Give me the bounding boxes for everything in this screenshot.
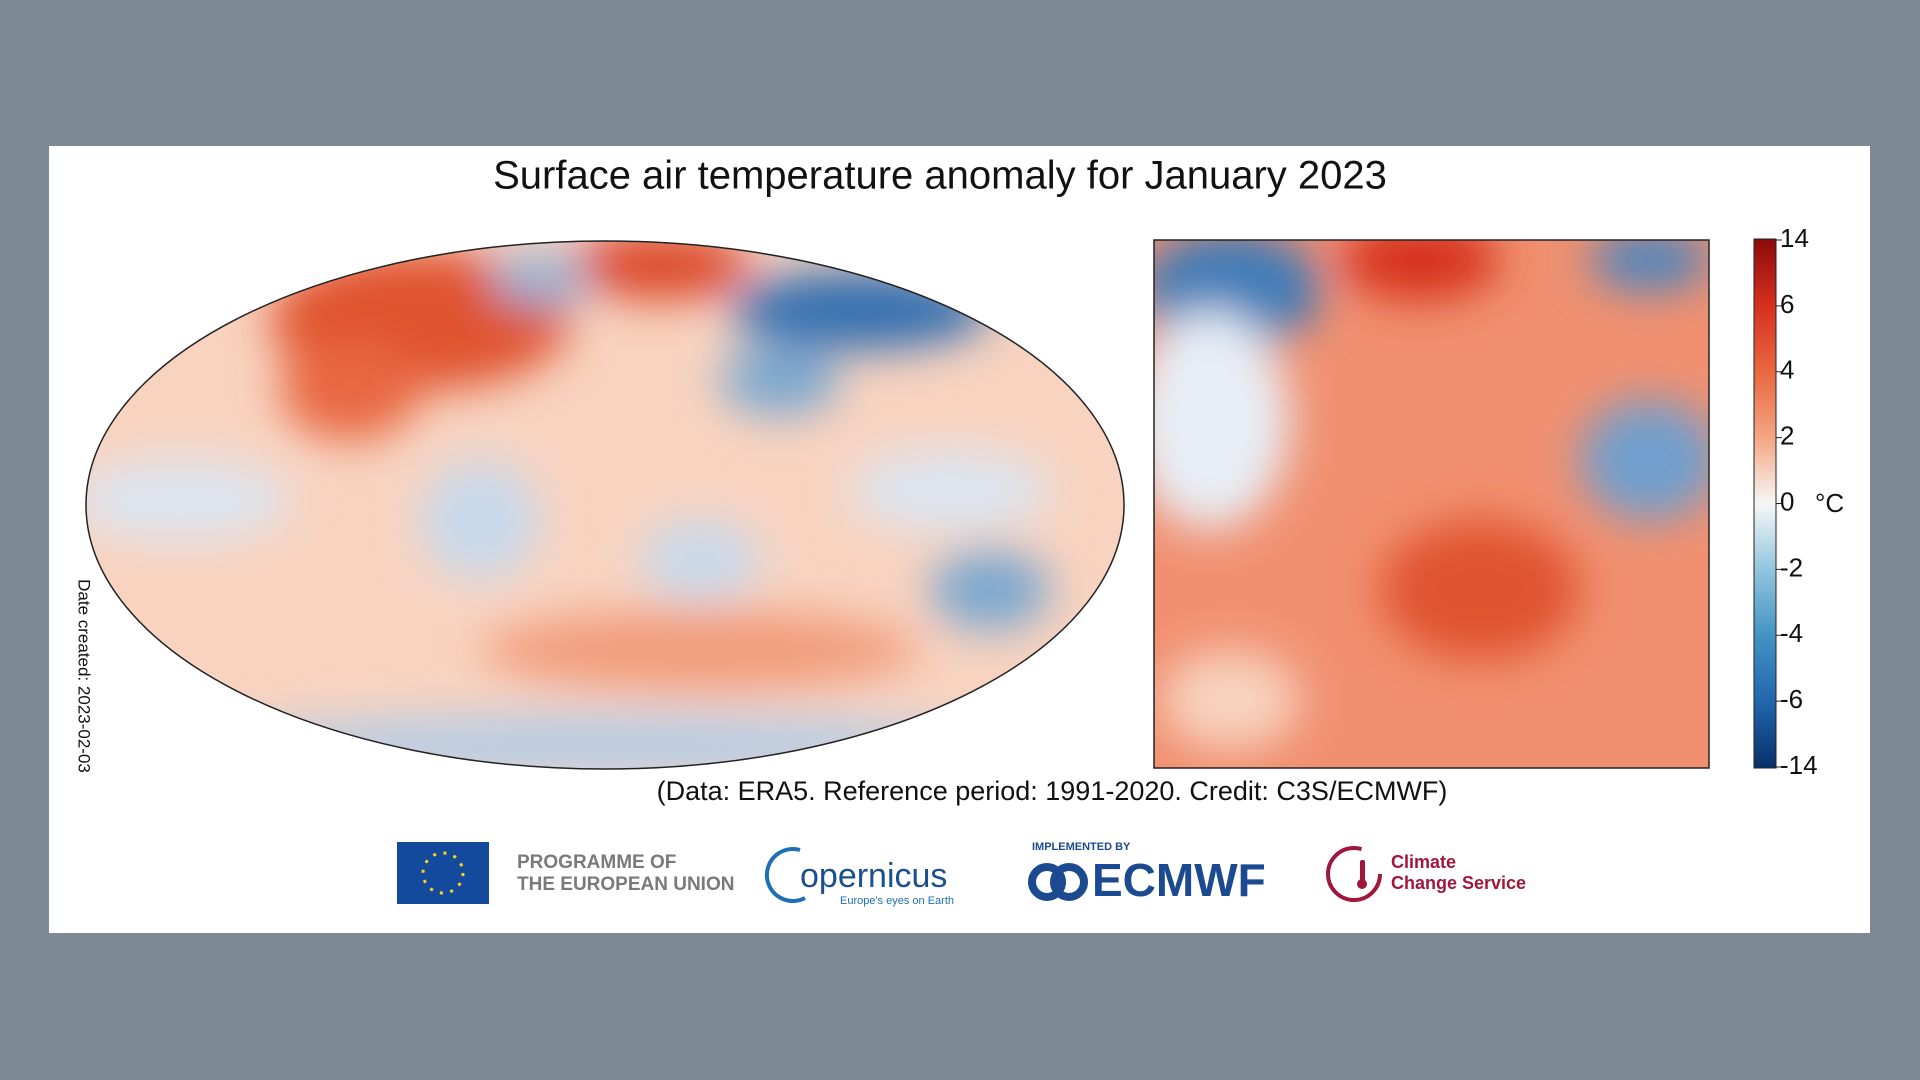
colorbar (1753, 238, 1777, 769)
eu-text: THE EUROPEAN UNION (517, 874, 734, 895)
c3s-logo: Climate Change Service (1326, 846, 1526, 902)
eu-logo: PROGRAMME OF THE EUROPEAN UNION (397, 842, 734, 904)
colorbar-tick-label: 14 (1780, 223, 1809, 253)
europe-border (1153, 239, 1710, 769)
eu-text: PROGRAMME OF (517, 852, 676, 873)
europe-map (1154, 240, 1709, 768)
global-map (86, 241, 1124, 769)
colorbar-tick-label: -14 (1780, 750, 1818, 780)
date-created: Date created: 2023-02-03 (75, 579, 94, 773)
colorbar-tick-label: 0 (1780, 486, 1794, 516)
colorbar-tick-label: 4 (1780, 355, 1794, 385)
c3s-text: Climate (1391, 852, 1456, 872)
copernicus-logo: opernicus Europe's eyes on Earth (764, 847, 954, 907)
map-border (85, 240, 1125, 770)
ecmwf-implemented: IMPLEMENTED BY (1032, 841, 1131, 853)
colorbar-unit: °C (1815, 488, 1844, 518)
title: Surface air temperature anomaly for Janu… (493, 154, 1387, 198)
copernicus-tagline: Europe's eyes on Earth (840, 895, 954, 907)
colorbar-tick-label: 6 (1780, 289, 1794, 319)
colorbar-tick-label: 2 (1780, 421, 1794, 451)
ecmwf-logo: IMPLEMENTED BY ECMWF (1028, 841, 1266, 906)
colorbar-ticks: 14 6 4 2 0 -2 -4 -6 -14 (1776, 223, 1818, 780)
ecmwf-text: ECMWF (1092, 854, 1266, 906)
c3s-text: Change Service (1391, 873, 1526, 893)
colorbar-tick-label: -6 (1780, 684, 1803, 714)
credit: (Data: ERA5. Reference period: 1991-2020… (657, 776, 1448, 806)
copernicus-text: opernicus (800, 857, 947, 895)
colorbar-tick-label: -4 (1780, 618, 1803, 648)
colorbar-tick-label: -2 (1780, 552, 1803, 582)
